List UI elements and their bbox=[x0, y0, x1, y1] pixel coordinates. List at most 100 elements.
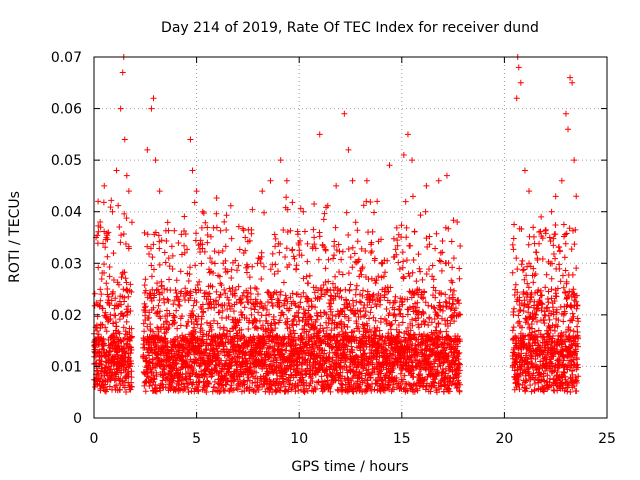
data-point bbox=[127, 281, 134, 288]
data-point bbox=[116, 223, 123, 230]
data-point bbox=[246, 274, 253, 281]
data-point bbox=[213, 288, 220, 295]
data-point bbox=[165, 255, 172, 262]
data-point bbox=[367, 309, 374, 316]
data-point bbox=[263, 312, 270, 319]
data-point bbox=[311, 234, 318, 241]
data-point bbox=[457, 242, 464, 249]
data-point bbox=[239, 292, 246, 299]
data-point bbox=[123, 287, 130, 294]
data-point bbox=[448, 238, 455, 245]
data-point bbox=[281, 297, 288, 304]
data-point bbox=[345, 231, 352, 238]
data-point bbox=[311, 200, 318, 207]
data-point bbox=[257, 299, 264, 306]
data-point bbox=[196, 379, 203, 386]
data-point bbox=[159, 289, 166, 296]
data-point bbox=[97, 297, 104, 304]
data-point bbox=[146, 383, 153, 390]
data-point bbox=[164, 296, 171, 303]
data-point bbox=[164, 339, 171, 346]
data-point bbox=[225, 313, 232, 320]
data-point bbox=[213, 210, 220, 217]
data-point bbox=[240, 378, 247, 385]
data-point bbox=[127, 308, 134, 315]
data-point bbox=[230, 308, 237, 315]
data-point bbox=[238, 326, 245, 333]
data-point bbox=[190, 302, 197, 309]
data-point bbox=[178, 288, 185, 295]
data-point bbox=[293, 265, 300, 272]
data-point bbox=[211, 260, 218, 267]
data-point bbox=[232, 257, 239, 264]
data-point bbox=[236, 316, 243, 323]
data-point bbox=[115, 281, 122, 288]
data-point bbox=[128, 360, 135, 367]
data-point bbox=[233, 299, 240, 306]
data-point bbox=[399, 249, 406, 256]
data-point bbox=[116, 330, 123, 337]
data-point bbox=[141, 328, 148, 335]
data-point bbox=[239, 311, 246, 318]
data-point bbox=[325, 256, 332, 263]
data-point bbox=[170, 375, 177, 382]
data-point bbox=[318, 313, 325, 320]
data-point bbox=[332, 273, 339, 280]
data-point bbox=[560, 318, 567, 325]
data-point bbox=[117, 239, 124, 246]
data-point bbox=[165, 349, 172, 356]
data-point bbox=[204, 231, 211, 238]
data-point bbox=[249, 380, 256, 387]
data-point bbox=[216, 388, 223, 395]
data-point bbox=[195, 388, 202, 395]
data-point bbox=[556, 265, 563, 272]
data-point bbox=[166, 276, 173, 283]
data-point bbox=[198, 342, 205, 349]
data-point bbox=[233, 322, 240, 329]
data-point bbox=[244, 289, 251, 296]
data-point bbox=[228, 266, 235, 273]
data-point bbox=[407, 242, 414, 249]
data-point bbox=[200, 210, 207, 217]
data-point bbox=[161, 285, 168, 292]
data-point bbox=[213, 194, 220, 201]
data-point bbox=[276, 249, 283, 256]
data-point bbox=[121, 269, 128, 276]
data-point bbox=[176, 302, 183, 309]
data-point bbox=[120, 324, 127, 331]
data-point bbox=[347, 254, 354, 261]
data-point bbox=[121, 348, 128, 355]
data-point bbox=[433, 230, 440, 237]
data-point bbox=[247, 290, 254, 297]
data-point bbox=[300, 306, 307, 313]
data-point bbox=[121, 210, 128, 217]
data-point bbox=[271, 231, 278, 238]
data-point bbox=[158, 237, 165, 244]
data-point bbox=[165, 227, 172, 234]
data-point bbox=[550, 242, 557, 249]
data-point bbox=[437, 328, 444, 335]
data-point bbox=[339, 248, 346, 255]
data-point bbox=[226, 388, 233, 395]
data-point bbox=[125, 293, 132, 300]
data-point bbox=[144, 243, 151, 250]
data-point bbox=[294, 231, 301, 238]
data-point bbox=[382, 269, 389, 276]
data-point bbox=[251, 306, 258, 313]
data-point bbox=[224, 268, 231, 275]
data-point bbox=[128, 333, 135, 340]
data-point bbox=[269, 302, 276, 309]
data-point bbox=[227, 333, 234, 340]
data-point bbox=[541, 320, 548, 327]
data-point bbox=[174, 378, 181, 385]
data-point bbox=[189, 307, 196, 314]
data-point bbox=[439, 249, 446, 256]
data-point bbox=[156, 261, 163, 268]
data-point bbox=[150, 241, 157, 248]
data-point bbox=[409, 269, 416, 276]
data-point bbox=[191, 351, 198, 358]
data-point bbox=[98, 275, 105, 282]
data-point bbox=[181, 213, 188, 220]
data-point bbox=[392, 293, 399, 300]
data-point bbox=[211, 304, 218, 311]
